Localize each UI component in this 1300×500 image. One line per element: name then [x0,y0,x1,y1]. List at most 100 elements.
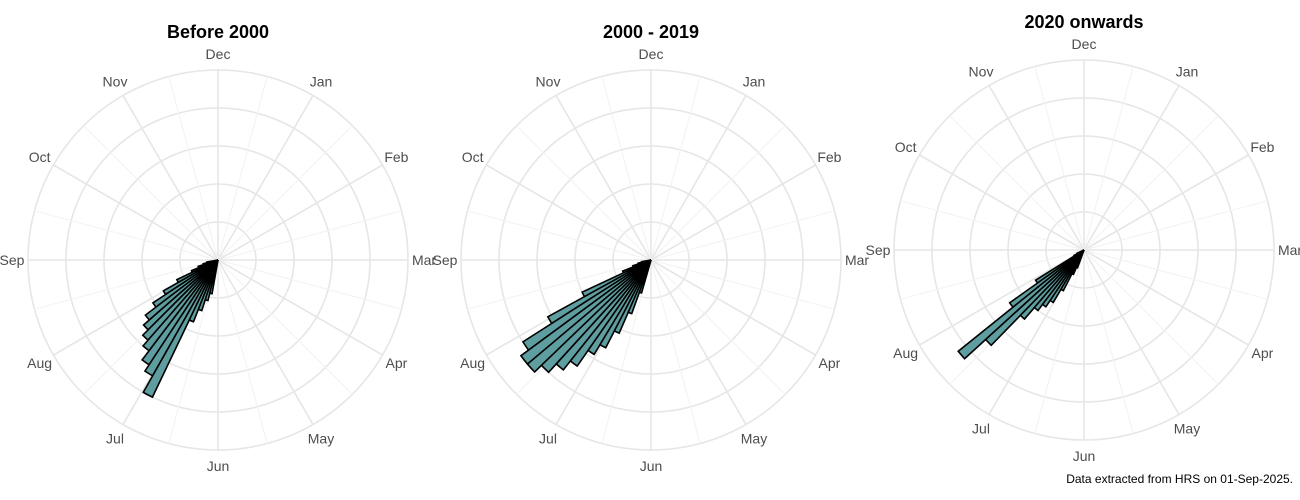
bar-wedge [638,259,652,294]
chart-panel-1: Jan Feb Mar Apr May Jun Jul Aug Sep Oct Nov Dec Befo… [0,22,436,474]
month-label-nov: Nov [103,74,128,90]
bar-wedge [957,249,1085,360]
grid-spoke [168,76,219,261]
panel-title: 2000 - 2019 [603,22,699,42]
month-label-jan: Jan [743,74,766,90]
grid-spoke [1083,154,1249,251]
month-label-jun: Jun [207,458,230,474]
month-label-apr: Apr [386,355,408,371]
grid-spoke [34,210,219,261]
grid-spoke [217,76,268,261]
grid-spoke [217,125,353,261]
grid-spoke [486,164,652,261]
month-label-apr: Apr [819,355,841,371]
month-label-oct: Oct [29,149,51,165]
month-label-feb: Feb [384,149,408,165]
bar-wedge [586,259,652,356]
grid-spoke [650,259,747,425]
month-label-mar: Mar [845,252,869,268]
bar-wedge [555,259,652,372]
month-label-may: May [308,430,334,446]
bar-wedge [526,259,652,374]
month-label-sep: Sep [0,252,25,268]
month-label-apr: Apr [1252,345,1274,361]
month-label-feb: Feb [1250,139,1274,155]
grid-spoke [988,85,1085,251]
grid-spoke [217,259,353,395]
month-label-feb: Feb [817,149,841,165]
grid-spoke [650,164,816,261]
month-label-nov: Nov [969,64,994,80]
grid-spoke [83,125,219,261]
data-source-caption: Data extracted from HRS on 01-Sep-2025. [1066,472,1293,486]
month-label-sep: Sep [866,242,891,258]
grid-spoke [467,259,652,310]
grid-spoke [650,259,701,444]
bar-wedge [569,259,652,368]
grid-spoke [650,259,816,356]
bar-wedge [598,259,652,349]
month-label-jun: Jun [1073,448,1096,464]
panel-title: Before 2000 [167,22,269,42]
month-label-jun: Jun [640,458,663,474]
month-label-oct: Oct [462,149,484,165]
bar-wedge [540,259,652,374]
panel-title: 2020 onwards [1024,12,1143,32]
grid-spoke [1083,115,1219,251]
grid-spoke [1034,249,1085,434]
bar-wedge [984,249,1085,347]
chart-panel-2: Jan Feb Mar Apr May Jun Jul Aug Sep Oct Nov Dec 2000… [433,22,870,474]
bar-wedge [142,259,219,399]
month-label-mar: Mar [412,252,436,268]
month-label-jan: Jan [310,74,333,90]
bar-wedge [1075,249,1085,269]
month-label-nov: Nov [536,74,561,90]
grid-spoke [1083,66,1134,251]
grid-spoke [919,154,1085,251]
grid-spoke [601,76,652,261]
grid-spoke [217,259,402,310]
grid-spoke [1083,85,1180,251]
grid-spoke [650,210,835,261]
month-label-may: May [1174,420,1200,436]
grid-spoke [122,95,219,261]
grid-spoke [1083,200,1268,251]
month-label-may: May [741,430,767,446]
grid-spoke [467,210,652,261]
grid-spoke [1083,249,1180,415]
month-label-oct: Oct [895,139,917,155]
month-label-jul: Jul [539,430,557,446]
grid-spoke [217,210,402,261]
grid-spoke [1034,66,1085,251]
grid-spoke [1083,249,1268,300]
grid-spoke [650,259,786,395]
month-label-aug: Aug [893,345,918,361]
grid-spoke [217,164,383,261]
grid-spoke [650,125,786,261]
grid-spoke [516,125,652,261]
grid-spoke [650,76,701,261]
grid-spoke [1083,249,1219,385]
month-label-sep: Sep [433,252,458,268]
grid-spoke [217,95,314,261]
grid-spoke [949,115,1085,251]
grid-spoke [919,249,1085,346]
bar-wedge [197,259,219,312]
grid-spoke [900,249,1085,300]
month-label-jan: Jan [1176,64,1199,80]
grid-spoke [1083,249,1249,346]
grid-spoke [217,259,383,356]
month-label-mar: Mar [1278,242,1300,258]
bar-wedge [188,259,219,323]
grid-spoke [53,164,219,261]
chart-panel-3: Jan Feb Mar Apr May Jun Jul Aug Sep Oct Nov Dec 2020… [866,12,1300,464]
month-label-dec: Dec [1072,36,1097,52]
grid-spoke [217,259,268,444]
month-label-jul: Jul [106,430,124,446]
bar-wedge [208,259,219,295]
grid-spoke [555,95,652,261]
month-label-aug: Aug [460,355,485,371]
grid-spoke [650,95,747,261]
bar-wedge [627,259,652,315]
